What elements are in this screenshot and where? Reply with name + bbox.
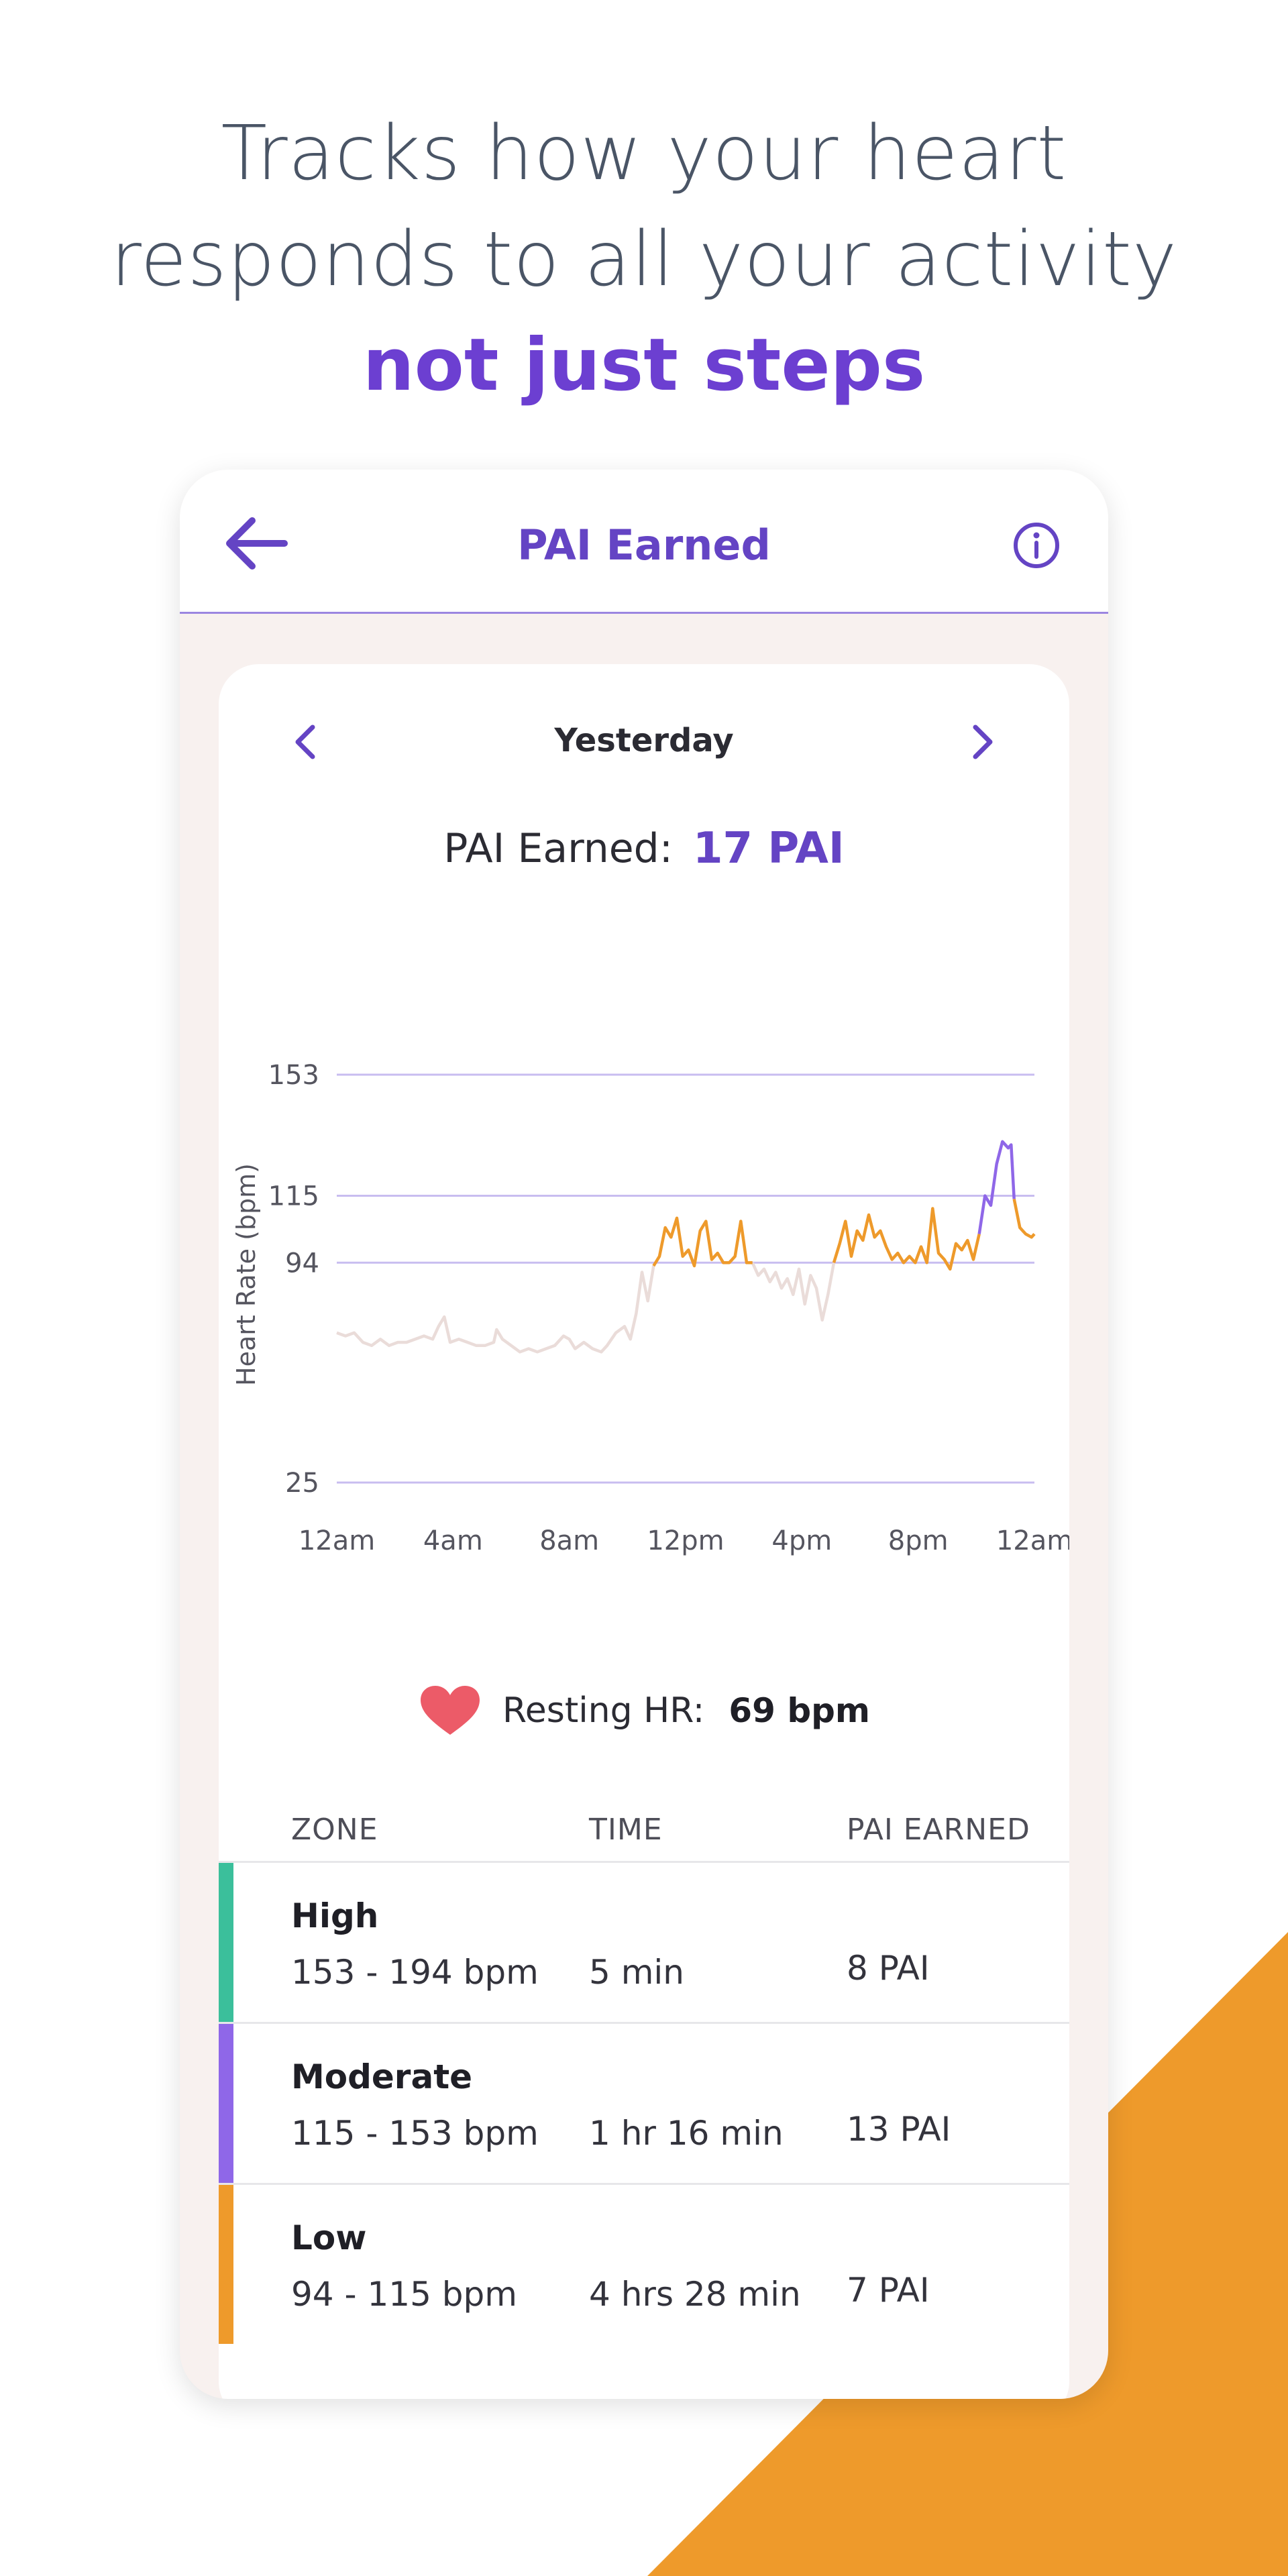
- chevron-left-icon: [295, 724, 315, 759]
- heart-icon: [420, 1686, 480, 1735]
- pai-earned-label: PAI Earned:: [443, 825, 673, 872]
- resting-hr: Resting HR: 69 bpm: [219, 1684, 1069, 1737]
- zone-time: 4 hrs 28 min: [589, 2275, 801, 2314]
- headline-accent: not just steps: [362, 323, 926, 407]
- zone-name: Moderate: [291, 2057, 473, 2096]
- heart-rate-chart: 153 115 94 25 12am 4am 8am 12pm 4pm 8pm 12am Hear…: [231, 1060, 1069, 1556]
- chart-x-tick-label: 8pm: [888, 1525, 949, 1556]
- arrow-left-icon: [226, 517, 288, 570]
- chart-y-tick-label: 115: [268, 1181, 319, 1212]
- phone-screen: PAI Earned Yesterday: [180, 470, 1108, 2399]
- chart-series-line-low: [1012, 1198, 1036, 1239]
- pai-earned-summary: PAI Earned: 17 PAI: [219, 824, 1069, 873]
- zone-range: 115 - 153 bpm: [291, 2114, 539, 2153]
- zone-table-header: ZONE TIME PAI EARNED: [219, 1798, 1069, 1863]
- zone-time: 5 min: [589, 1953, 684, 1992]
- chart-x-tick-label: 4pm: [771, 1525, 832, 1556]
- page-title: PAI Earned: [517, 521, 771, 570]
- zone-row-high: High 153 - 194 bpm 5 min 8 PAI: [219, 1863, 1069, 2024]
- column-header-time: TIME: [589, 1813, 663, 1847]
- headline-line-1: Tracks how your heart: [221, 110, 1067, 197]
- headline-line-2: responds to all your activity: [110, 216, 1178, 303]
- back-button[interactable]: [220, 510, 294, 577]
- resting-hr-label: Resting HR:: [502, 1690, 705, 1731]
- zone-table: ZONE TIME PAI EARNED High 153 - 194 bpm …: [219, 1798, 1069, 2344]
- headline: Tracks how your heart responds to all yo…: [0, 101, 1288, 419]
- chart-gridlines: [337, 1073, 1034, 1484]
- chart-series-line-moderate: [977, 1140, 1016, 1234]
- chevron-right-icon: [973, 724, 993, 759]
- chart-series-line-low: [832, 1207, 981, 1271]
- info-circle-icon: [1014, 523, 1059, 568]
- zone-pai: 7 PAI: [847, 2271, 930, 2310]
- zone-name: Low: [291, 2218, 367, 2257]
- chart-x-tick-label: 12am: [299, 1525, 375, 1556]
- zone-row-low: Low 94 - 115 bpm 4 hrs 28 min 7 PAI: [219, 2185, 1069, 2344]
- resting-hr-value: 69 bpm: [729, 1691, 871, 1730]
- column-header-pai-earned: PAI EARNED: [847, 1813, 1030, 1847]
- zone-name: High: [291, 1896, 379, 1935]
- column-header-zone: ZONE: [291, 1813, 378, 1847]
- zone-range: 153 - 194 bpm: [291, 1953, 539, 1992]
- chart-series-line-below-low: [336, 1265, 655, 1354]
- zone-color-bar: [219, 1863, 233, 2022]
- zone-row-moderate: Moderate 115 - 153 bpm 1 hr 16 min 13 PA…: [219, 2024, 1069, 2185]
- zone-pai: 13 PAI: [847, 2110, 951, 2149]
- zone-pai: 8 PAI: [847, 1949, 930, 1988]
- zone-time: 1 hr 16 min: [589, 2114, 784, 2153]
- zone-color-bar: [219, 2185, 233, 2344]
- chart-x-tick-label: 12am: [996, 1525, 1069, 1556]
- chart-y-tick-label: 25: [285, 1468, 319, 1499]
- chart-series-line-low: [652, 1216, 753, 1268]
- chart-series-line-below-low: [751, 1262, 836, 1322]
- previous-day-button[interactable]: [279, 715, 333, 769]
- pai-detail-card: Yesterday PAI Earned: 17 PAI 153 115 94 25 1…: [219, 664, 1069, 2399]
- chart-y-tick-label: 94: [285, 1248, 319, 1279]
- next-day-button[interactable]: [955, 715, 1009, 769]
- chart-y-ticks: 153 115 94 25: [268, 1060, 319, 1499]
- chart-lines: [336, 1140, 1036, 1354]
- chart-x-tick-label: 8am: [539, 1525, 599, 1556]
- chart-x-tick-label: 12pm: [647, 1525, 724, 1556]
- top-bar: PAI Earned: [180, 470, 1108, 614]
- chart-x-tick-label: 4am: [423, 1525, 483, 1556]
- chart-x-ticks: 12am 4am 8am 12pm 4pm 8pm 12am: [299, 1525, 1069, 1556]
- pai-earned-value: 17 PAI: [692, 824, 845, 873]
- chart-y-tick-label: 153: [268, 1060, 319, 1091]
- zone-color-bar: [219, 2024, 233, 2183]
- chart-y-axis-label: Heart Rate (bpm): [231, 1163, 261, 1386]
- zone-range: 94 - 115 bpm: [291, 2275, 517, 2314]
- info-button[interactable]: [1012, 521, 1061, 570]
- date-label: Yesterday: [554, 722, 734, 759]
- date-navigator: Yesterday: [219, 715, 1069, 769]
